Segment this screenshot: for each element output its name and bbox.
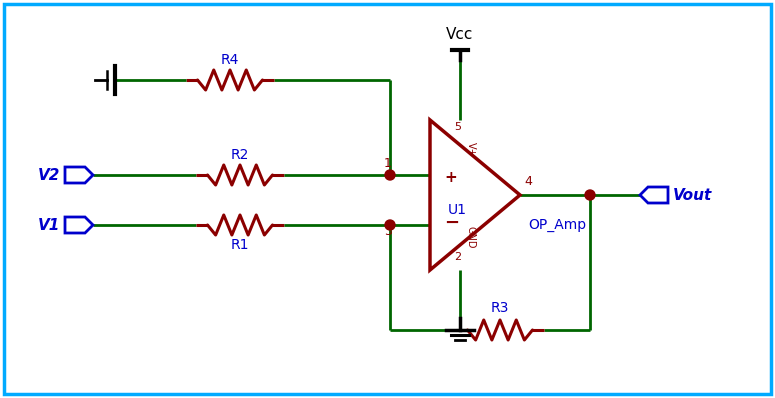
Text: R2: R2: [231, 148, 250, 162]
Text: 3: 3: [384, 225, 392, 238]
Text: Vcc: Vcc: [446, 27, 474, 42]
Text: R1: R1: [231, 238, 250, 252]
Text: +: +: [444, 170, 456, 185]
Text: U1: U1: [448, 203, 467, 217]
Text: R3: R3: [491, 301, 509, 315]
Text: 2: 2: [454, 252, 462, 262]
Text: V2: V2: [38, 168, 60, 183]
Text: −: −: [444, 214, 459, 232]
Text: R4: R4: [221, 53, 239, 67]
Text: 4: 4: [524, 175, 532, 188]
Text: 5: 5: [454, 122, 461, 132]
Text: GND: GND: [466, 226, 476, 248]
Circle shape: [585, 190, 595, 200]
Text: V+: V+: [466, 142, 476, 157]
Circle shape: [385, 220, 395, 230]
Text: V1: V1: [38, 217, 60, 232]
Text: 1: 1: [384, 157, 392, 170]
Text: Vout: Vout: [673, 187, 712, 203]
Text: OP_Amp: OP_Amp: [528, 218, 586, 232]
Circle shape: [385, 170, 395, 180]
